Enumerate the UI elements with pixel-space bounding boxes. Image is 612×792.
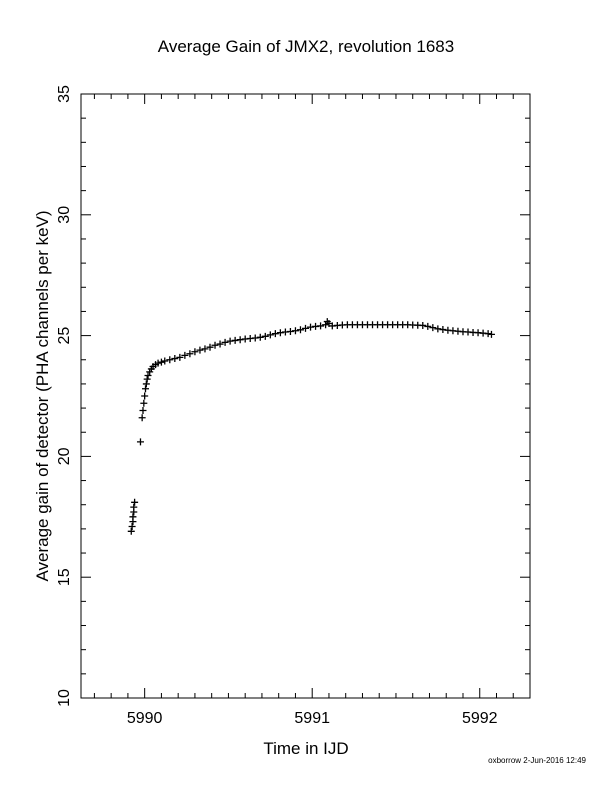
data-point <box>271 330 279 338</box>
y-tick-label: 10 <box>56 689 73 707</box>
data-point <box>181 351 189 359</box>
data-point <box>144 371 152 379</box>
data-point <box>139 406 147 414</box>
data-point <box>154 359 162 367</box>
data-point <box>256 333 264 341</box>
data-point <box>296 326 304 334</box>
data-point <box>302 324 309 332</box>
data-point <box>211 341 219 349</box>
data-point <box>136 438 144 446</box>
x-tick-label: 5992 <box>462 710 498 727</box>
y-tick-label: 20 <box>56 447 73 465</box>
data-point <box>143 375 151 383</box>
tick-labels: 10 15 20 25 30 35 5990 5991 5992 <box>56 85 498 727</box>
data-point <box>206 343 214 351</box>
data-point <box>142 385 150 393</box>
data-point <box>487 330 495 338</box>
data-point <box>286 327 294 335</box>
data-point <box>128 522 136 530</box>
data-point <box>266 331 274 339</box>
data-point <box>130 503 138 511</box>
y-tick-label: 25 <box>56 327 73 345</box>
plot-frame <box>80 93 531 699</box>
data-point <box>131 498 139 506</box>
data-point <box>236 336 244 344</box>
data-point <box>484 330 492 338</box>
data-point <box>419 321 427 329</box>
data-point <box>261 332 269 340</box>
data-point <box>176 353 184 361</box>
data-point <box>317 322 325 330</box>
data-point <box>171 355 179 363</box>
x-axis-label: Time in IJD <box>263 739 348 758</box>
data-point <box>307 323 315 331</box>
data-point <box>161 357 169 365</box>
chart-title: Average Gain of JMX2, revolution 1683 <box>158 37 454 56</box>
data-point <box>216 340 224 348</box>
data-point <box>157 358 165 366</box>
data-point <box>140 399 148 407</box>
data-point <box>141 392 149 400</box>
y-tick-label: 35 <box>56 85 73 103</box>
data-point <box>129 513 137 521</box>
data-point <box>142 380 150 388</box>
data-point <box>322 321 330 329</box>
y-tick-label: 30 <box>56 206 73 224</box>
data-point <box>231 336 239 344</box>
x-tick-label: 5990 <box>127 710 163 727</box>
data-point <box>191 348 199 356</box>
axis-ticks <box>81 93 531 699</box>
data-points <box>127 318 495 535</box>
data-point <box>201 345 209 353</box>
data-point <box>226 337 234 345</box>
data-point <box>276 329 284 337</box>
data-point <box>127 527 135 535</box>
data-point <box>291 327 299 335</box>
data-point <box>166 356 174 364</box>
data-point <box>221 338 229 346</box>
y-tick-label: 15 <box>56 568 73 586</box>
footer-timestamp: oxborrow 2-Jun-2016 12:49 <box>488 756 586 765</box>
data-point <box>439 326 447 334</box>
x-tick-label: 5991 <box>294 710 330 727</box>
data-point <box>434 325 442 333</box>
data-point <box>138 414 146 422</box>
data-point <box>186 350 194 358</box>
data-point <box>196 346 204 354</box>
data-point <box>251 334 259 342</box>
y-axis-label: Average gain of detector (PHA channels p… <box>33 210 52 581</box>
data-point <box>429 324 437 332</box>
data-point <box>424 322 432 330</box>
